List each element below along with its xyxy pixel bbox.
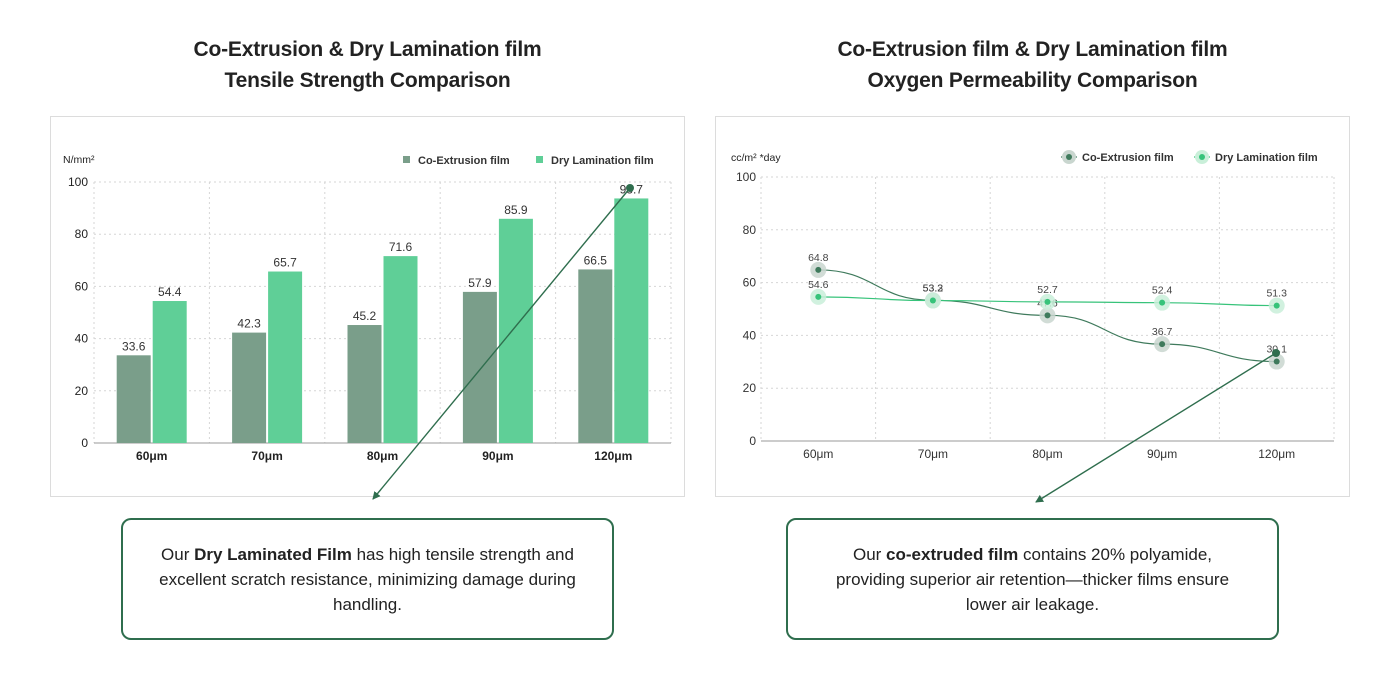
- legend-label-dry-lamination-line: Dry Lamination film: [1215, 152, 1318, 164]
- legend-label-dry-lamination: Dry Lamination film: [551, 155, 654, 167]
- x-tick-label: 90μm: [482, 449, 513, 463]
- y-tick-label: 40: [743, 328, 757, 342]
- legend-label-co-extrusion: Co-Extrusion film: [418, 155, 510, 167]
- data-point-co-extrusion: [1044, 312, 1051, 319]
- bar-co-extrusion: [232, 332, 267, 443]
- tensile-y-ticks: 0 20 40 60 80 100: [68, 175, 88, 450]
- point-value-label: 52.7: [1037, 284, 1058, 296]
- tensile-x-ticks: 60μm 70μm 80μm 90μm 120μm: [136, 449, 632, 463]
- bar-value-label: 45.2: [353, 309, 377, 323]
- point-value-label: 53.3: [923, 282, 944, 294]
- data-point-dry-lamination: [1044, 298, 1051, 305]
- oxygen-x-ticks: 60μm 70μm 80μm 90μm 120μm: [803, 447, 1295, 461]
- x-tick-label: 70μm: [918, 447, 948, 461]
- y-tick-label: 100: [736, 170, 756, 184]
- legend-swatch-dry-lamination: [536, 156, 543, 163]
- bar-dry-lamination: [614, 198, 649, 443]
- tensile-chart-panel: N/mm² 0 20 40 60 80 100 33.6 42.3 45.2 57.9 66.5 5…: [50, 116, 685, 497]
- x-tick-label: 60μm: [136, 449, 167, 463]
- bar-value-label: 33.6: [122, 339, 146, 353]
- data-point-co-extrusion: [1159, 341, 1166, 348]
- x-tick-label: 120μm: [594, 449, 632, 463]
- y-tick-label: 20: [743, 381, 757, 395]
- point-value-label: 53.2: [923, 283, 944, 295]
- oxygen-callout-bold: co-extruded film: [886, 544, 1019, 564]
- data-point-co-extrusion: [1273, 358, 1280, 365]
- oxygen-callout-suffix: contains 20% polyamide, providing superi…: [835, 544, 1230, 614]
- bar-co-extrusion: [116, 355, 151, 443]
- bar-co-extrusion: [462, 291, 497, 443]
- point-value-label: 54.6: [808, 279, 829, 291]
- point-value-label: 52.4: [1152, 285, 1173, 297]
- bar-dry-lamination: [383, 256, 418, 443]
- legend-marker-dry-lamination: [1194, 150, 1210, 164]
- x-tick-label: 60μm: [803, 447, 833, 461]
- tensile-bars: 33.6 42.3 45.2 57.9 66.5 54.4 65.7 71.6 85.9 93.7: [116, 182, 649, 443]
- y-tick-label: 0: [81, 436, 88, 450]
- bar-dry-lamination: [498, 218, 533, 443]
- x-tick-label: 80μm: [1032, 447, 1062, 461]
- bar-value-label: 93.7: [620, 182, 644, 196]
- bar-co-extrusion: [347, 325, 382, 443]
- tensile-callout-text: Our Dry Laminated Film has high tensile …: [153, 542, 582, 617]
- bar-value-label: 54.4: [158, 285, 182, 299]
- tensile-y-unit-label: N/mm²: [63, 154, 95, 166]
- y-tick-label: 20: [75, 384, 89, 398]
- x-tick-label: 70μm: [251, 449, 282, 463]
- point-value-label: 30.1: [1266, 344, 1287, 356]
- data-point-dry-lamination: [1159, 299, 1166, 306]
- tensile-chart-title: Co-Extrusion & Dry Lamination film Tensi…: [50, 34, 685, 96]
- tensile-callout-bold: Dry Laminated Film: [194, 544, 352, 564]
- data-point-dry-lamination: [1273, 302, 1280, 309]
- point-value-label: 36.7: [1152, 326, 1173, 338]
- bar-value-label: 57.9: [468, 276, 492, 290]
- point-value-label: 51.3: [1266, 288, 1287, 300]
- oxygen-callout-text: Our co-extruded film contains 20% polyam…: [818, 542, 1247, 617]
- oxygen-chart-title: Co-Extrusion film & Dry Lamination film …: [715, 34, 1350, 96]
- bar-dry-lamination: [268, 271, 303, 443]
- oxygen-legend: Co-Extrusion film Dry Lamination film: [1061, 150, 1318, 164]
- y-tick-label: 60: [743, 276, 757, 290]
- tensile-callout-suffix: has high tensile strength and excellent …: [159, 544, 576, 614]
- y-tick-label: 80: [75, 227, 89, 241]
- legend-label-co-extrusion-line: Co-Extrusion film: [1082, 152, 1174, 164]
- tensile-title-line2: Tensile Strength Comparison: [224, 69, 511, 92]
- y-tick-label: 100: [68, 175, 88, 189]
- y-tick-label: 0: [749, 434, 756, 448]
- x-tick-label: 120μm: [1258, 447, 1295, 461]
- legend-marker-co-extrusion: [1061, 150, 1077, 164]
- bar-value-label: 42.3: [237, 317, 261, 331]
- oxygen-callout-prefix: Our: [852, 544, 887, 564]
- x-tick-label: 90μm: [1147, 447, 1177, 461]
- bar-value-label: 66.5: [584, 253, 608, 267]
- tensile-callout: Our Dry Laminated Film has high tensile …: [121, 518, 614, 640]
- oxygen-y-unit-label: cc/m² *day: [731, 152, 781, 164]
- x-tick-label: 80μm: [367, 449, 398, 463]
- tensile-title-line1: Co-Extrusion & Dry Lamination film: [193, 38, 542, 61]
- data-point-dry-lamination: [815, 293, 822, 300]
- bar-co-extrusion: [578, 269, 613, 443]
- tensile-callout-prefix: Our: [161, 544, 195, 564]
- point-value-label: 64.8: [808, 252, 829, 264]
- bar-value-label: 71.6: [389, 240, 413, 254]
- oxygen-title-line2: Oxygen Permeability Comparison: [867, 69, 1198, 92]
- bar-dry-lamination: [152, 301, 187, 443]
- oxygen-title-line1: Co-Extrusion film & Dry Lamination film: [837, 38, 1228, 61]
- y-tick-label: 60: [75, 279, 89, 293]
- tensile-legend: Co-Extrusion film Dry Lamination film: [403, 155, 654, 167]
- y-tick-label: 40: [75, 332, 89, 346]
- bar-value-label: 85.9: [504, 203, 528, 217]
- oxygen-y-ticks: 0 20 40 60 80 100: [736, 170, 756, 448]
- y-tick-label: 80: [743, 223, 757, 237]
- oxygen-lines: 64.853.347.636.730.154.653.252.752.451.3: [808, 252, 1287, 370]
- legend-swatch-co-extrusion: [403, 156, 410, 163]
- data-point-dry-lamination: [929, 297, 936, 304]
- bar-value-label: 65.7: [273, 256, 297, 270]
- data-point-co-extrusion: [815, 266, 822, 273]
- tensile-bar-chart: N/mm² 0 20 40 60 80 100 33.6 42.3 45.2 57.9 66.5 5…: [63, 154, 672, 463]
- oxygen-callout: Our co-extruded film contains 20% polyam…: [786, 518, 1279, 640]
